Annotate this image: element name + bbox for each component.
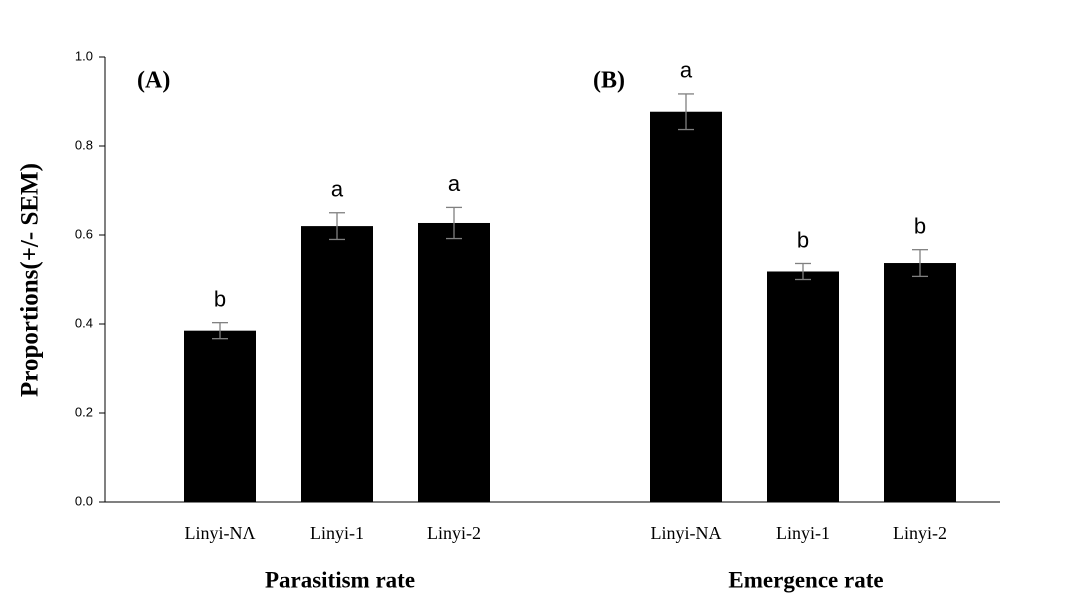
y-tick-label: 1.0 <box>75 48 93 63</box>
significance-letter: a <box>331 177 344 202</box>
significance-letter: b <box>214 286 226 311</box>
y-tick-label: 0.6 <box>75 226 93 241</box>
bar <box>184 330 256 502</box>
x-tick-label: Linyi-2 <box>893 523 947 543</box>
y-tick-label: 0.2 <box>75 404 93 419</box>
significance-letter: b <box>914 213 926 238</box>
x-tick-label: Linyi-NA <box>651 523 722 543</box>
x-tick-label: Linyi-NΛ <box>184 523 255 543</box>
panel-label: (B) <box>593 68 625 94</box>
bar <box>767 271 839 502</box>
panel-label: (A) <box>137 68 170 94</box>
significance-letter: a <box>448 171 461 196</box>
bar <box>301 226 373 502</box>
x-tick-label: Linyi-2 <box>427 523 481 543</box>
bar <box>650 111 722 503</box>
x-tick-label: Linyi-1 <box>776 523 830 543</box>
group-label: Emergence rate <box>728 567 883 592</box>
significance-letter: a <box>680 58 693 83</box>
y-tick-label: 0.0 <box>75 493 93 508</box>
y-tick-label: 0.4 <box>75 315 93 330</box>
x-tick-label: Linyi-1 <box>310 523 364 543</box>
group-label: Parasitism rate <box>265 567 415 592</box>
y-tick-label: 0.8 <box>75 137 93 152</box>
y-axis-label: Proportions(+/- SEM) <box>17 163 44 397</box>
significance-letter: b <box>797 227 809 252</box>
bar <box>884 263 956 502</box>
bar <box>418 222 490 503</box>
